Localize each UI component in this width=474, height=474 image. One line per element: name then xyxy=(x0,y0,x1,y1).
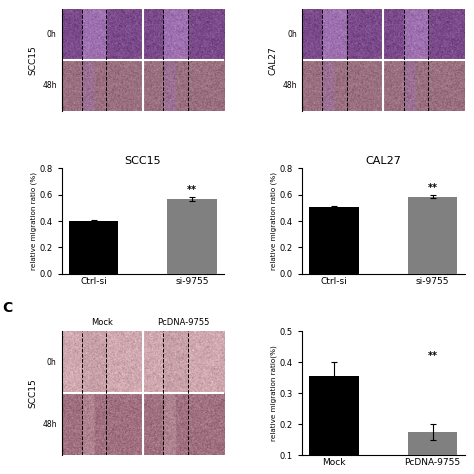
Text: **: ** xyxy=(428,182,438,192)
Bar xyxy=(408,432,457,474)
Text: 48h: 48h xyxy=(42,419,57,428)
Bar xyxy=(408,197,457,274)
Title: SCC15: SCC15 xyxy=(125,156,161,166)
Text: PcDNA-9755: PcDNA-9755 xyxy=(157,319,210,328)
Text: 0h: 0h xyxy=(47,30,57,39)
Text: SCC15: SCC15 xyxy=(28,46,37,75)
Bar xyxy=(69,221,118,274)
Y-axis label: relative migration ratio(%): relative migration ratio(%) xyxy=(271,345,277,441)
Text: Mock: Mock xyxy=(91,319,113,328)
Bar xyxy=(310,207,359,274)
Text: **: ** xyxy=(187,185,197,195)
Title: CAL27: CAL27 xyxy=(365,156,401,166)
Y-axis label: relative migration ratio (%): relative migration ratio (%) xyxy=(271,172,277,270)
Bar xyxy=(310,376,359,474)
Text: 0h: 0h xyxy=(47,357,57,366)
Text: 48h: 48h xyxy=(283,81,297,90)
Bar xyxy=(167,200,217,274)
Text: 48h: 48h xyxy=(42,81,57,90)
Text: CAL27: CAL27 xyxy=(268,46,277,75)
Text: 0h: 0h xyxy=(287,30,297,39)
Text: C: C xyxy=(2,301,13,315)
Text: SCC15: SCC15 xyxy=(28,378,37,408)
Text: **: ** xyxy=(428,351,438,361)
Y-axis label: relative migration ratio (%): relative migration ratio (%) xyxy=(30,172,36,270)
